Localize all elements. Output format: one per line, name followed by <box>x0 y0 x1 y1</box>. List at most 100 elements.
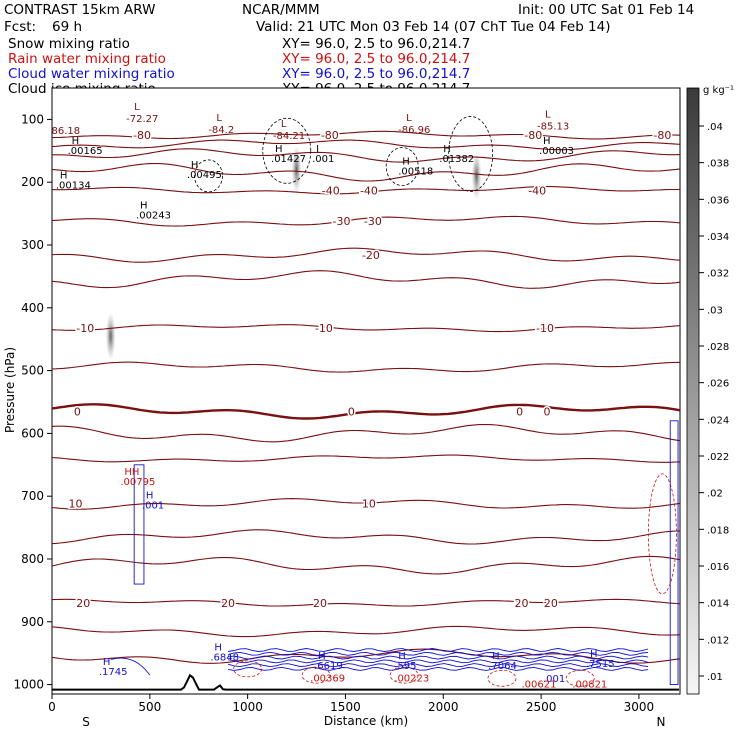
rain-contour <box>487 669 517 687</box>
maximum-marker: H <box>543 136 551 147</box>
isotherm-label: 20 <box>313 597 327 610</box>
colorbar-tick-label: .034 <box>707 232 729 243</box>
colorbar-tick-label: .038 <box>707 159 729 170</box>
terrain-line <box>52 673 679 691</box>
isotherm-contour <box>52 529 680 545</box>
isotherm-label: 0 <box>348 405 355 418</box>
colorbar-tick-label: .03 <box>707 305 723 316</box>
maximum-marker: H <box>443 144 451 155</box>
maximum-value: .00134 <box>56 180 91 191</box>
maximum-value: .00495 <box>187 170 222 181</box>
isotherm-contour <box>52 648 680 664</box>
isotherm-label: -80 <box>321 129 339 142</box>
plot-layer: -80 -80 -80 -80 -40 -40 -40 -30 -30 -20 -10 -10 -10 0… <box>52 102 680 691</box>
maximum-value: .00621 <box>521 680 556 691</box>
maximum-value: .7515 <box>586 659 615 670</box>
init-time: Init: 00 UTC Sat 01 Feb 14 <box>518 2 694 18</box>
maximum-value: .01382 <box>439 154 474 165</box>
isotherm-label: 10 <box>362 498 376 511</box>
maximum-value: .6848 <box>210 653 239 664</box>
rain-contour <box>647 473 677 595</box>
isotherm-contour <box>52 498 680 510</box>
valid-time: Valid: 21 UTC Mon 03 Feb 14 (07 ChT Tue … <box>256 19 611 35</box>
maximum-value: .1745 <box>99 667 128 678</box>
maximum-marker: H <box>146 491 154 502</box>
rain-contour <box>565 669 595 687</box>
cloud-water-contour <box>228 659 649 664</box>
maximum-value: .00369 <box>310 673 345 684</box>
maximum-value: .001 <box>543 674 565 685</box>
minimum-marker: L <box>406 113 412 124</box>
minimum-value: -86.96 <box>398 125 430 136</box>
cloud-water-contour <box>110 657 151 676</box>
isotherm-label: -40 <box>360 184 378 197</box>
organization-title: NCAR/MMM <box>242 2 320 18</box>
cloud-water-contour <box>228 648 649 652</box>
isotherm-contour <box>52 185 680 195</box>
isotherm-label: -10 <box>315 322 333 335</box>
maximum-marker: H <box>275 144 283 155</box>
isotherm-contour <box>52 555 680 575</box>
maximum-value: .00243 <box>136 211 171 222</box>
colorbar-unit: g kg⁻¹ <box>703 85 734 96</box>
isotherm-label: 20 <box>544 597 558 610</box>
isotherm-label: -80 <box>653 129 671 142</box>
y-axis-title: Pressure (hPa) <box>3 347 17 433</box>
minimum-value: -72.27 <box>126 114 158 125</box>
minimum-marker: L <box>134 102 140 113</box>
isotherm-contour <box>52 148 680 163</box>
maximum-value: .001 <box>312 154 334 165</box>
isotherm-label: -80 <box>133 129 151 142</box>
field-name-cloud-water: Cloud water mixing ratio <box>8 66 175 82</box>
colorbar-tick-label: .024 <box>707 415 729 426</box>
x-tick-label: 1500 <box>330 700 361 714</box>
isotherm-contour <box>52 454 680 463</box>
colorbar-tick-label: .014 <box>707 599 729 610</box>
maximum-value: .00795 <box>120 477 155 488</box>
maximum-marker: H <box>402 157 410 168</box>
isotherm-label: 20 <box>515 597 529 610</box>
y-tick-label: 500 <box>21 364 44 378</box>
maximum-marker: H <box>60 170 68 181</box>
y-tick-label: 300 <box>21 238 44 252</box>
isotherm-contour <box>52 625 680 638</box>
isotherm-contour <box>52 247 680 263</box>
isotherm-label: 10 <box>68 498 82 511</box>
cloud-water-contour <box>669 420 679 686</box>
minimum-value: -85.13 <box>537 122 569 133</box>
cloud-water-contour <box>227 663 649 668</box>
y-tick-label: 600 <box>21 426 44 440</box>
field-xy-rain: XY= 96.0, 2.5 to 96.0,214.7 <box>282 51 470 67</box>
y-tick-label: 1000 <box>13 678 44 692</box>
maximum-marker: H <box>590 649 598 660</box>
maximum-marker: H <box>191 160 199 171</box>
minimum-marker: L <box>281 119 287 130</box>
isotherm-contour <box>52 324 680 333</box>
isotherm-contour <box>52 270 680 289</box>
maximum-value: .00821 <box>572 680 607 691</box>
x-tick-label: 1000 <box>232 700 263 714</box>
isotherm-label: -30 <box>364 215 382 228</box>
maximum-value: .00223 <box>394 673 429 684</box>
maximum-marker: H <box>72 136 80 147</box>
x-tick-label: 2000 <box>428 700 459 714</box>
snow-contour <box>262 117 312 184</box>
isotherm-label: -80 <box>524 129 542 142</box>
colorbar-tick-label: .018 <box>707 525 729 536</box>
rain-contour <box>389 666 419 684</box>
colorbar-tick-label: .032 <box>707 269 729 280</box>
snow-shading-blob <box>471 151 482 200</box>
isotherm-label: -10 <box>76 322 94 335</box>
rain-contour <box>301 666 331 684</box>
y-tick-label: 900 <box>21 615 44 629</box>
snow-contour <box>194 159 223 193</box>
forecast-hour: 69 h <box>52 19 82 35</box>
y-tick-label: 200 <box>21 175 44 189</box>
isotherm-label: 20 <box>221 597 235 610</box>
isotherm-label: -30 <box>333 215 351 228</box>
isotherm-label: -40 <box>528 184 546 197</box>
colorbar-tick-label: .016 <box>707 562 729 573</box>
isotherm-contour <box>52 598 680 607</box>
